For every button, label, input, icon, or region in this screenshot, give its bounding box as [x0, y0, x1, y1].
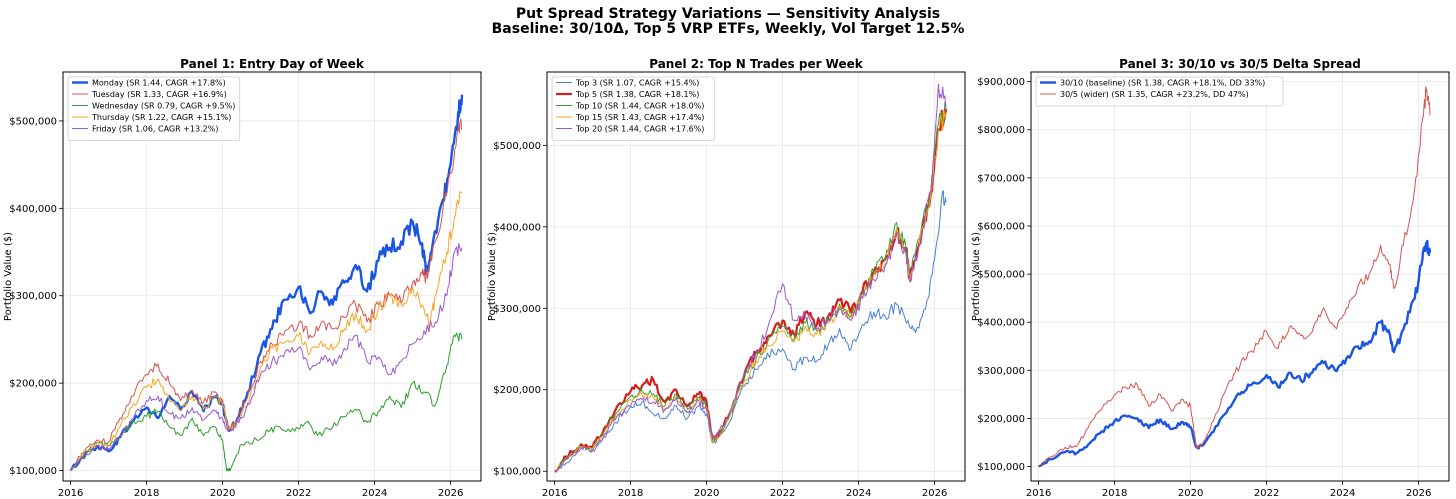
y-tick-label: $300,000	[9, 291, 57, 302]
legend-entry: Monday (SR 1.44, CAGR +17.8%)	[92, 79, 226, 88]
x-tick-label: 2016	[58, 488, 83, 499]
legend-entry: Top 10 (SR 1.44, CAGR +18.0%)	[575, 102, 704, 111]
series-line-4	[554, 109, 947, 472]
series-line-5	[554, 83, 947, 472]
x-tick-label: 2024	[846, 488, 871, 499]
series-line-1	[1038, 239, 1432, 468]
plot-frame	[62, 71, 482, 482]
y-tick-label: $500,000	[977, 270, 1025, 281]
y-tick-label: $400,000	[9, 204, 57, 215]
y-tick-label: $300,000	[977, 366, 1025, 377]
x-tick-label: 2020	[694, 488, 719, 499]
series-line-5	[70, 243, 463, 471]
x-tick-label: 2018	[134, 488, 159, 499]
legend-entry: Tuesday (SR 1.33, CAGR +16.9%)	[91, 90, 227, 99]
plot-frame	[546, 71, 966, 482]
panel-1: $100,000 $200,000 $300,000 $400,000 $500,000…	[3, 57, 482, 499]
figure-title-line2: Baseline: 30/10Δ, Top 5 VRP ETFs, Weekly…	[491, 21, 965, 37]
x-tick-label: 2016	[1026, 488, 1051, 499]
series-line-4	[70, 191, 463, 471]
legend-box	[551, 76, 715, 141]
legend-entry: Top 15 (SR 1.43, CAGR +17.4%)	[575, 113, 704, 122]
legend-entry: 30/10 (baseline) (SR 1.38, CAGR +18.1%, …	[1060, 79, 1265, 88]
y-axis-label: Portfolio Value ($)	[487, 232, 498, 321]
y-tick-label: $200,000	[493, 385, 541, 396]
y-tick-label: $500,000	[9, 116, 57, 127]
series-line-2	[554, 108, 948, 473]
legend-entry: Wednesday (SR 0.79, CAGR +9.5%)	[92, 102, 235, 111]
y-axis-label: Portfolio Value ($)	[971, 232, 982, 321]
y-tick-label: $100,000	[493, 467, 541, 478]
panel-title: Panel 3: 30/10 vs 30/5 Delta Spread	[1119, 57, 1361, 71]
series-line-1	[69, 94, 464, 472]
x-tick-label: 2016	[542, 488, 567, 499]
x-tick-label: 2018	[1102, 488, 1127, 499]
y-tick-label: $200,000	[9, 379, 57, 390]
y-tick-label: $100,000	[977, 462, 1025, 473]
y-tick-label: $700,000	[977, 173, 1025, 184]
legend-entry: Top 3 (SR 1.07, CAGR +15.4%)	[575, 79, 699, 88]
y-tick-label: $900,000	[977, 77, 1025, 88]
x-tick-label: 2020	[210, 488, 235, 499]
y-tick-label: $300,000	[493, 304, 541, 315]
legend-entry: Top 5 (SR 1.38, CAGR +18.1%)	[575, 90, 699, 99]
y-tick-label: $200,000	[977, 414, 1025, 425]
legend-box	[67, 76, 241, 141]
series-line-1	[554, 190, 947, 473]
y-tick-label: $800,000	[977, 125, 1025, 136]
series-line-2	[70, 118, 463, 471]
figure-title-line1: Put Spread Strategy Variations — Sensiti…	[515, 6, 941, 22]
x-tick-label: 2026	[922, 488, 947, 499]
panel-3: $100,000 $200,000 $300,000 $400,000 $500,000…	[971, 57, 1450, 499]
x-tick-label: 2024	[362, 488, 387, 499]
legend-entry: Thursday (SR 1.22, CAGR +15.1%)	[91, 113, 231, 122]
y-tick-label: $600,000	[977, 221, 1025, 232]
x-tick-label: 2022	[286, 488, 311, 499]
panel-title: Panel 1: Entry Day of Week	[180, 57, 365, 71]
series-line-3	[554, 101, 947, 472]
x-tick-label: 2024	[1330, 488, 1355, 499]
y-tick-label: $500,000	[493, 141, 541, 152]
y-tick-label: $400,000	[493, 222, 541, 233]
plot-frame	[1030, 71, 1450, 482]
x-tick-label: 2018	[618, 488, 643, 499]
y-tick-label: $400,000	[977, 318, 1025, 329]
x-tick-label: 2022	[1254, 488, 1279, 499]
series-line-2	[1038, 86, 1431, 468]
legend-entry: Top 20 (SR 1.44, CAGR +17.6%)	[575, 125, 704, 134]
panel-2: $100,000 $200,000 $300,000 $400,000 $500,000…	[487, 57, 966, 499]
legend-box	[1035, 76, 1284, 107]
legend-entry: Friday (SR 1.06, CAGR +13.2%)	[92, 125, 218, 134]
series-line-3	[70, 332, 463, 472]
y-tick-label: $100,000	[9, 466, 57, 477]
x-tick-label: 2026	[1406, 488, 1431, 499]
x-tick-label: 2020	[1178, 488, 1203, 499]
y-axis-label: Portfolio Value ($)	[3, 232, 14, 321]
x-tick-label: 2022	[770, 488, 795, 499]
x-tick-label: 2026	[438, 488, 463, 499]
panel-title: Panel 2: Top N Trades per Week	[649, 57, 864, 71]
legend-entry: 30/5 (wider) (SR 1.35, CAGR +23.2%, DD 4…	[1060, 90, 1249, 99]
